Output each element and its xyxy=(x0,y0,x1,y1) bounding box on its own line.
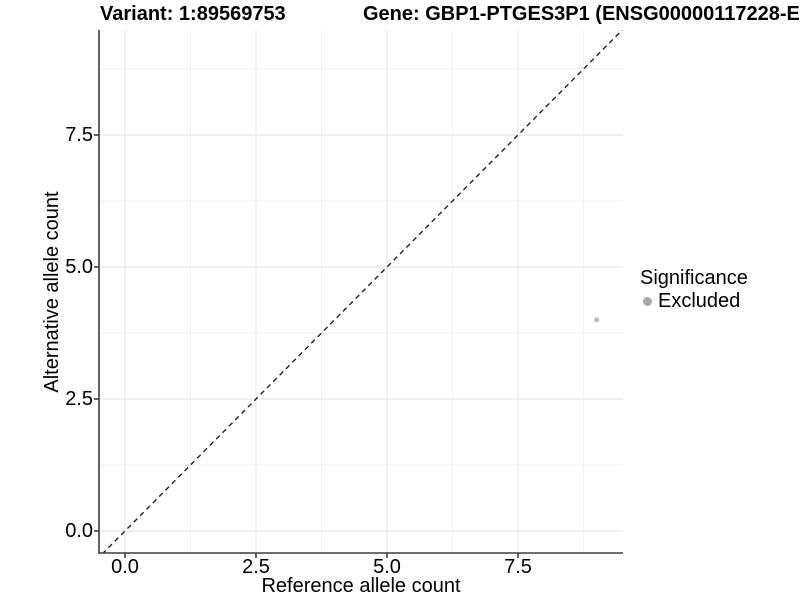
identity-dashed-line xyxy=(102,30,623,553)
y-tick-label: 7.5 xyxy=(65,124,93,146)
x-tick-label: 2.5 xyxy=(242,556,270,578)
legend-key-point-icon xyxy=(643,297,652,306)
plot-title-variant: Variant: 1:89569753 xyxy=(100,3,286,25)
y-tick-label: 5.0 xyxy=(65,256,93,278)
x-tick-label: 7.5 xyxy=(504,556,532,578)
y-tick-label: 0.0 xyxy=(65,520,93,542)
x-axis-title: Reference allele count xyxy=(261,575,461,597)
data-point-excluded xyxy=(594,317,600,323)
x-tick-label: 5.0 xyxy=(373,556,401,578)
plot-title-gene: Gene: GBP1-PTGES3P1 (ENSG00000117228-E xyxy=(363,3,800,25)
x-tick-label: 0.0 xyxy=(111,556,139,578)
legend-title: Significance xyxy=(640,267,748,289)
y-tick-label: 2.5 xyxy=(65,388,93,410)
legend-entry-excluded: Excluded xyxy=(658,290,741,312)
